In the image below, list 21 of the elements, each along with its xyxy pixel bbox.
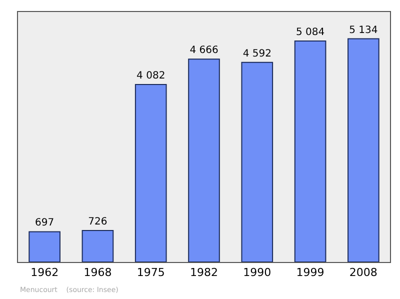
data-label: 726	[88, 216, 108, 228]
x-tick-label: 2008	[349, 266, 378, 280]
data-label: 4 082	[136, 70, 166, 82]
data-label: 5 134	[349, 24, 378, 36]
x-tick-label: 1999	[296, 266, 324, 280]
data-label: 5 084	[296, 26, 325, 38]
x-tick-label: 1968	[84, 266, 112, 280]
bar	[241, 62, 274, 262]
data-label: 697	[35, 218, 54, 229]
bar	[28, 231, 60, 262]
data-label: 4 666	[190, 45, 218, 56]
bar	[294, 40, 326, 262]
bar	[82, 230, 114, 262]
x-tick-label: 1982	[190, 266, 218, 280]
x-tick-label: 1962	[30, 266, 59, 280]
data-label: 4 592	[242, 48, 272, 60]
x-tick-label: 1975	[136, 266, 165, 280]
bar	[188, 58, 220, 262]
x-tick-label: 1990	[243, 266, 272, 280]
bar	[348, 38, 380, 262]
bar	[134, 84, 167, 262]
